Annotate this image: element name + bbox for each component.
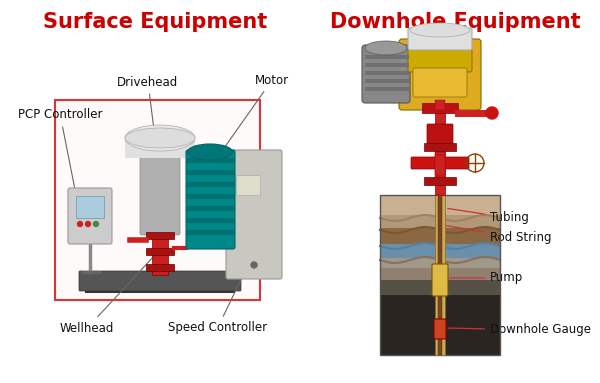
Circle shape: [439, 295, 442, 298]
Ellipse shape: [125, 125, 195, 151]
Circle shape: [439, 278, 442, 282]
FancyBboxPatch shape: [365, 55, 409, 59]
Circle shape: [439, 262, 442, 265]
Text: Downhole Gauge: Downhole Gauge: [448, 324, 591, 337]
FancyBboxPatch shape: [424, 177, 456, 185]
FancyBboxPatch shape: [365, 87, 409, 91]
Ellipse shape: [365, 41, 407, 55]
Text: Rod String: Rod String: [445, 226, 551, 244]
Circle shape: [439, 270, 442, 273]
FancyBboxPatch shape: [435, 100, 445, 195]
FancyBboxPatch shape: [236, 175, 260, 195]
FancyBboxPatch shape: [380, 295, 500, 355]
FancyBboxPatch shape: [146, 264, 174, 271]
FancyBboxPatch shape: [365, 63, 409, 67]
Circle shape: [439, 303, 442, 306]
Text: Tubing: Tubing: [448, 208, 529, 224]
FancyBboxPatch shape: [435, 100, 445, 110]
Circle shape: [439, 223, 442, 226]
FancyBboxPatch shape: [125, 138, 195, 158]
Text: Downhole Equipment: Downhole Equipment: [329, 12, 580, 32]
FancyBboxPatch shape: [380, 268, 500, 280]
Circle shape: [94, 221, 98, 226]
Circle shape: [486, 107, 498, 119]
FancyBboxPatch shape: [435, 152, 445, 177]
Text: Speed Controller: Speed Controller: [168, 267, 267, 334]
FancyBboxPatch shape: [380, 215, 500, 228]
FancyBboxPatch shape: [435, 155, 445, 175]
FancyBboxPatch shape: [365, 71, 409, 75]
FancyBboxPatch shape: [186, 150, 235, 249]
Text: Drivehead: Drivehead: [118, 75, 179, 135]
FancyBboxPatch shape: [226, 150, 282, 279]
FancyBboxPatch shape: [424, 143, 456, 151]
FancyBboxPatch shape: [85, 285, 235, 293]
Circle shape: [439, 319, 442, 321]
Ellipse shape: [125, 128, 195, 148]
FancyBboxPatch shape: [413, 68, 467, 97]
FancyBboxPatch shape: [55, 100, 260, 300]
FancyBboxPatch shape: [435, 195, 445, 355]
Circle shape: [439, 326, 442, 329]
FancyBboxPatch shape: [438, 195, 442, 355]
FancyBboxPatch shape: [68, 188, 112, 244]
FancyBboxPatch shape: [79, 271, 241, 291]
FancyBboxPatch shape: [365, 79, 409, 83]
Circle shape: [77, 221, 83, 226]
Text: PCP Controller: PCP Controller: [18, 108, 103, 212]
FancyBboxPatch shape: [422, 103, 458, 113]
FancyBboxPatch shape: [76, 196, 104, 218]
Circle shape: [251, 262, 257, 268]
Circle shape: [439, 311, 442, 314]
FancyBboxPatch shape: [186, 218, 235, 223]
FancyBboxPatch shape: [146, 232, 174, 239]
FancyBboxPatch shape: [408, 28, 472, 50]
FancyBboxPatch shape: [140, 143, 180, 235]
Circle shape: [439, 239, 442, 242]
FancyBboxPatch shape: [362, 45, 410, 103]
FancyBboxPatch shape: [380, 244, 500, 258]
FancyBboxPatch shape: [152, 230, 168, 275]
Circle shape: [439, 198, 442, 201]
Ellipse shape: [410, 23, 470, 37]
Text: Motor: Motor: [212, 74, 289, 166]
Text: Wellhead: Wellhead: [60, 257, 153, 334]
FancyBboxPatch shape: [411, 157, 469, 169]
FancyBboxPatch shape: [146, 248, 174, 255]
Text: Surface Equipment: Surface Equipment: [43, 12, 267, 32]
Circle shape: [439, 254, 442, 257]
FancyBboxPatch shape: [380, 258, 500, 268]
FancyBboxPatch shape: [186, 170, 235, 175]
Circle shape: [86, 221, 91, 226]
Circle shape: [439, 286, 442, 290]
FancyBboxPatch shape: [380, 228, 500, 244]
Circle shape: [439, 334, 442, 337]
FancyBboxPatch shape: [427, 124, 453, 144]
FancyBboxPatch shape: [408, 48, 472, 72]
FancyBboxPatch shape: [432, 264, 448, 296]
FancyBboxPatch shape: [434, 319, 446, 339]
Circle shape: [439, 231, 442, 234]
FancyBboxPatch shape: [186, 194, 235, 199]
FancyBboxPatch shape: [186, 158, 235, 163]
Text: Pump: Pump: [450, 272, 523, 285]
FancyBboxPatch shape: [186, 206, 235, 211]
FancyBboxPatch shape: [186, 230, 235, 235]
Circle shape: [439, 214, 442, 218]
Ellipse shape: [187, 144, 233, 160]
FancyBboxPatch shape: [380, 280, 500, 295]
FancyBboxPatch shape: [399, 39, 481, 110]
Circle shape: [439, 206, 442, 210]
Circle shape: [439, 342, 442, 345]
Circle shape: [439, 247, 442, 249]
FancyBboxPatch shape: [380, 195, 500, 215]
FancyBboxPatch shape: [186, 182, 235, 187]
